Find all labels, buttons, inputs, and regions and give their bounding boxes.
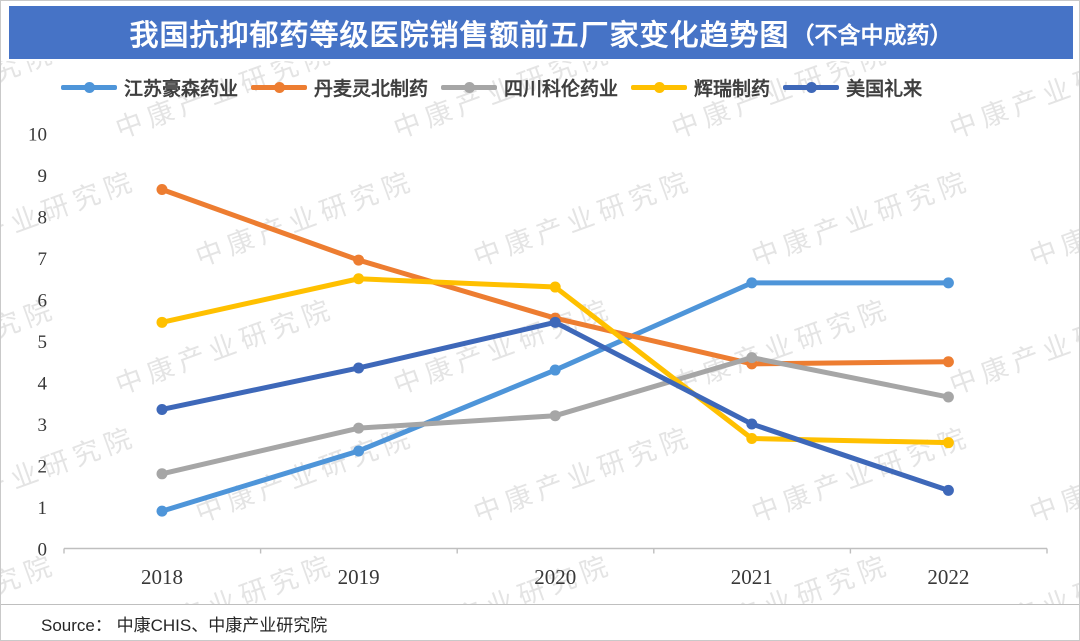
x-axis-tick-label: 2021	[731, 565, 773, 589]
data-point	[549, 410, 561, 422]
chart-title: 我国抗抑郁药等级医院销售额前五厂家变化趋势图	[129, 19, 790, 52]
data-point	[353, 254, 365, 266]
legend-marker-icon	[783, 81, 840, 93]
legend-label: 辉瑞制药	[694, 78, 771, 100]
legend-marker-icon	[441, 81, 498, 93]
x-axis-tick-label: 2020	[534, 565, 576, 589]
data-point	[746, 277, 758, 289]
chart-legend: 江苏豪森药业 丹麦灵北制药 四川科伦药业 辉瑞制药 美国礼来	[61, 71, 922, 103]
line-chart: 0 1 2 3 4 5 6 7 8 9 10 2018 2019 2020 2021 2022	[28, 125, 1048, 589]
legend-label: 江苏豪森药业	[124, 78, 239, 100]
data-point	[746, 352, 758, 364]
y-axis-tick-label: 8	[38, 208, 48, 229]
x-axis-tick-label: 2019	[338, 565, 380, 589]
y-axis-tick-label: 4	[38, 374, 48, 395]
legend-item-2: 四川科伦药业	[441, 74, 618, 101]
data-point	[156, 403, 168, 415]
legend-item-1: 丹麦灵北制药	[251, 74, 428, 101]
legend-label: 丹麦灵北制药	[314, 78, 429, 100]
data-point	[549, 364, 561, 376]
y-axis-tick-label: 3	[38, 415, 48, 436]
chart-title-suffix: （不含中成药）	[791, 21, 953, 48]
legend-marker-icon	[251, 81, 308, 93]
data-point	[942, 437, 954, 449]
y-axis-tick-label: 0	[38, 540, 48, 561]
legend-label: 四川科伦药业	[504, 78, 619, 100]
y-axis-tick-label: 5	[38, 332, 48, 353]
chart-title-banner: 我国抗抑郁药等级医院销售额前五厂家变化趋势图 （不含中成药）	[9, 6, 1073, 59]
data-point	[353, 273, 365, 285]
data-point	[353, 362, 365, 374]
y-axis-tick-label: 6	[38, 291, 48, 312]
data-point	[156, 505, 168, 517]
x-axis-tick-label: 2018	[141, 565, 183, 589]
data-point	[549, 281, 561, 293]
legend-marker-icon	[631, 81, 688, 93]
x-axis-tick-label: 2022	[927, 565, 969, 589]
y-axis-tick-label: 7	[38, 249, 48, 270]
chart-bottom-divider	[1, 604, 1079, 605]
series-line-1	[159, 187, 951, 367]
legend-item-4: 美国礼来	[783, 74, 922, 101]
series-line-4	[159, 319, 951, 493]
data-point	[156, 184, 168, 196]
source-row: Source： 中康CHIS、中康产业研究院	[41, 611, 327, 636]
legend-item-0: 江苏豪森药业	[61, 74, 238, 101]
data-point	[353, 445, 365, 457]
data-point	[746, 433, 758, 445]
legend-item-3: 辉瑞制药	[631, 74, 770, 101]
data-point	[942, 356, 954, 368]
data-point	[942, 391, 954, 403]
data-point	[942, 277, 954, 289]
data-point	[942, 484, 954, 496]
data-point	[353, 422, 365, 434]
y-axis-tick-label: 2	[38, 457, 48, 478]
data-point	[549, 316, 561, 328]
data-point	[746, 418, 758, 430]
data-point	[156, 468, 168, 480]
legend-label: 美国礼来	[846, 78, 923, 100]
source-label: Source： 中康CHIS、中康产业研究院	[41, 616, 328, 635]
y-axis-tick-label: 1	[38, 498, 48, 519]
y-axis-tick-label: 10	[28, 125, 47, 146]
data-point	[156, 316, 168, 328]
y-axis-tick-label: 9	[38, 166, 48, 187]
legend-marker-icon	[61, 81, 117, 93]
